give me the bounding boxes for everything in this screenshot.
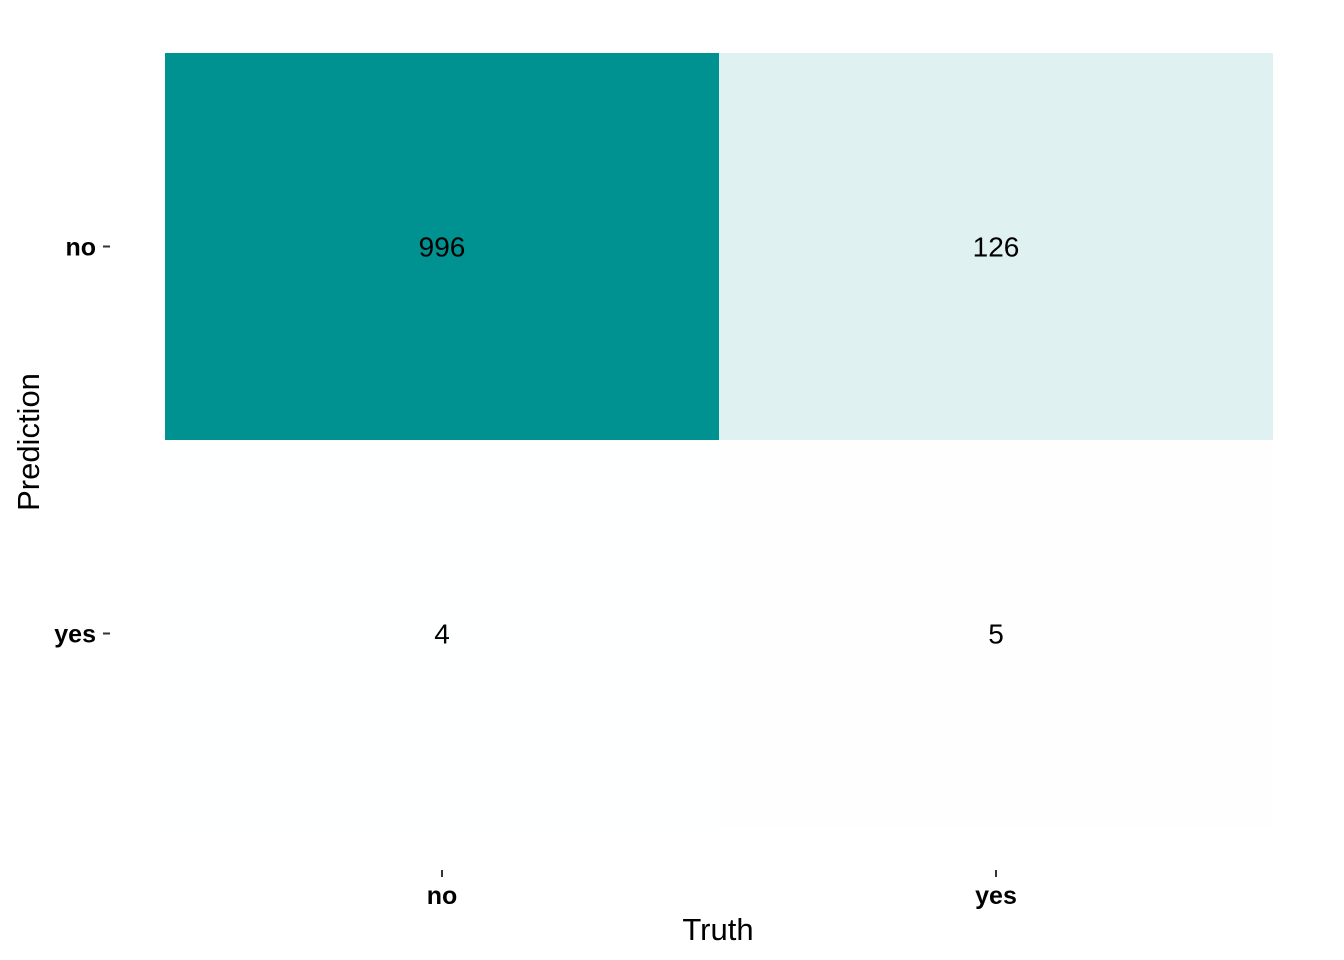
heatmap-cells [165, 53, 1273, 827]
x-axis-title: Truth [682, 912, 753, 947]
heatmap-cell-pred-no-truth-no [165, 53, 719, 440]
y-tick-label: yes [54, 621, 96, 649]
cell-value-label: 4 [434, 619, 450, 650]
cell-value-label: 5 [988, 619, 1004, 650]
x-axis: no yes [427, 870, 1017, 910]
y-axis-title: Prediction [11, 373, 46, 511]
y-axis: no yes [54, 234, 110, 649]
y-tick-label: no [65, 234, 96, 262]
heatmap-cell-pred-yes-truth-no [165, 440, 719, 827]
cell-value-label: 126 [973, 232, 1020, 263]
heatmap-cell-pred-no-truth-yes [719, 53, 1273, 440]
x-tick-label: no [427, 882, 458, 910]
cell-value-labels: 996 126 4 5 [419, 232, 1020, 650]
heatmap-cell-pred-yes-truth-yes [719, 440, 1273, 827]
x-tick-label: yes [975, 882, 1017, 910]
cell-value-label: 996 [419, 232, 466, 263]
